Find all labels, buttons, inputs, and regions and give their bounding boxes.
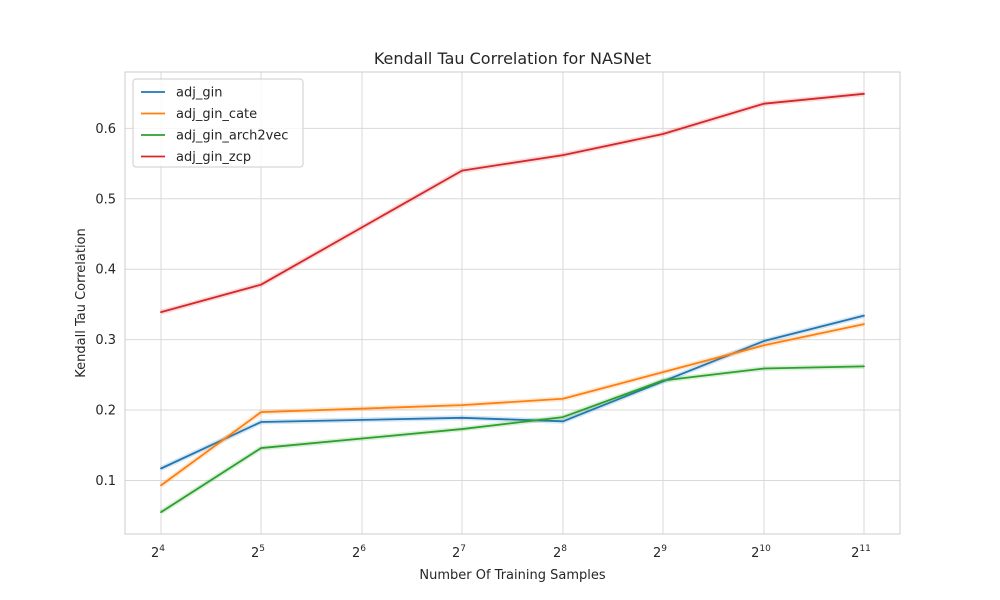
chart-title: Kendall Tau Correlation for NASNet	[374, 49, 651, 68]
x-tick-base: 2	[851, 546, 859, 561]
x-tick-labels: 24 25 26 27 28 29 210 211	[151, 544, 871, 561]
x-tick-base: 2	[553, 546, 561, 561]
x-tick-exponent: 11	[859, 544, 870, 554]
legend-label: adj_gin_cate	[176, 107, 257, 122]
legend-items: adj_gin adj_gin_cate adj_gin_arch2vec adj_g…	[141, 86, 288, 165]
legend: adj_gin adj_gin_cate adj_gin_arch2vec adj_g…	[132, 78, 304, 168]
y-tick-label: 0.5	[95, 192, 116, 207]
x-tick-base: 2	[151, 546, 159, 561]
x-axis-label: Number Of Training Samples	[419, 568, 605, 583]
x-tick-label: 27	[452, 544, 466, 561]
legend-label: adj_gin_zcp	[176, 150, 251, 165]
series-line-adj-gin-zcp	[160, 92, 865, 314]
x-tick-exponent: 4	[159, 544, 165, 554]
x-tick-label: 211	[851, 544, 871, 561]
y-tick-label: 0.2	[95, 404, 116, 419]
x-tick-exponent: 8	[561, 544, 567, 554]
y-tick-label: 0.6	[95, 122, 116, 137]
series-line-adj-gin	[160, 314, 865, 470]
y-tick-labels: 0.1 0.2 0.3 0.4 0.5 0.6	[95, 122, 116, 489]
x-tick-exponent: 10	[759, 544, 771, 554]
x-tick-base: 2	[653, 546, 661, 561]
plot-frame	[124, 71, 901, 535]
y-tick-label: 0.1	[95, 474, 116, 489]
x-tick-label: 210	[751, 544, 771, 561]
y-tick-label: 0.3	[95, 333, 116, 348]
series-line-adj-gin-cate	[160, 323, 865, 487]
legend-label: adj_gin	[176, 86, 222, 101]
x-tick-label: 28	[553, 544, 567, 561]
x-tick-exponent: 9	[661, 544, 667, 554]
series-lines	[159, 91, 865, 515]
x-tick-label: 25	[251, 544, 265, 561]
x-tick-exponent: 7	[460, 544, 466, 554]
y-tick-label: 0.4	[95, 263, 116, 278]
x-tick-base: 2	[751, 546, 759, 561]
x-tick-label: 26	[352, 544, 366, 561]
legend-label: adj_gin_arch2vec	[176, 129, 288, 144]
x-tick-base: 2	[352, 546, 360, 561]
x-tick-exponent: 6	[360, 544, 366, 554]
x-tick-base: 2	[452, 546, 460, 561]
x-tick-label: 29	[653, 544, 667, 561]
legend-box	[132, 78, 304, 168]
x-tick-label: 24	[151, 544, 165, 561]
x-tick-exponent: 5	[259, 544, 265, 554]
series-line-adj-gin-arch2vec	[160, 365, 865, 514]
y-axis-label: Kendall Tau Correlation	[74, 228, 89, 378]
x-tick-base: 2	[251, 546, 259, 561]
